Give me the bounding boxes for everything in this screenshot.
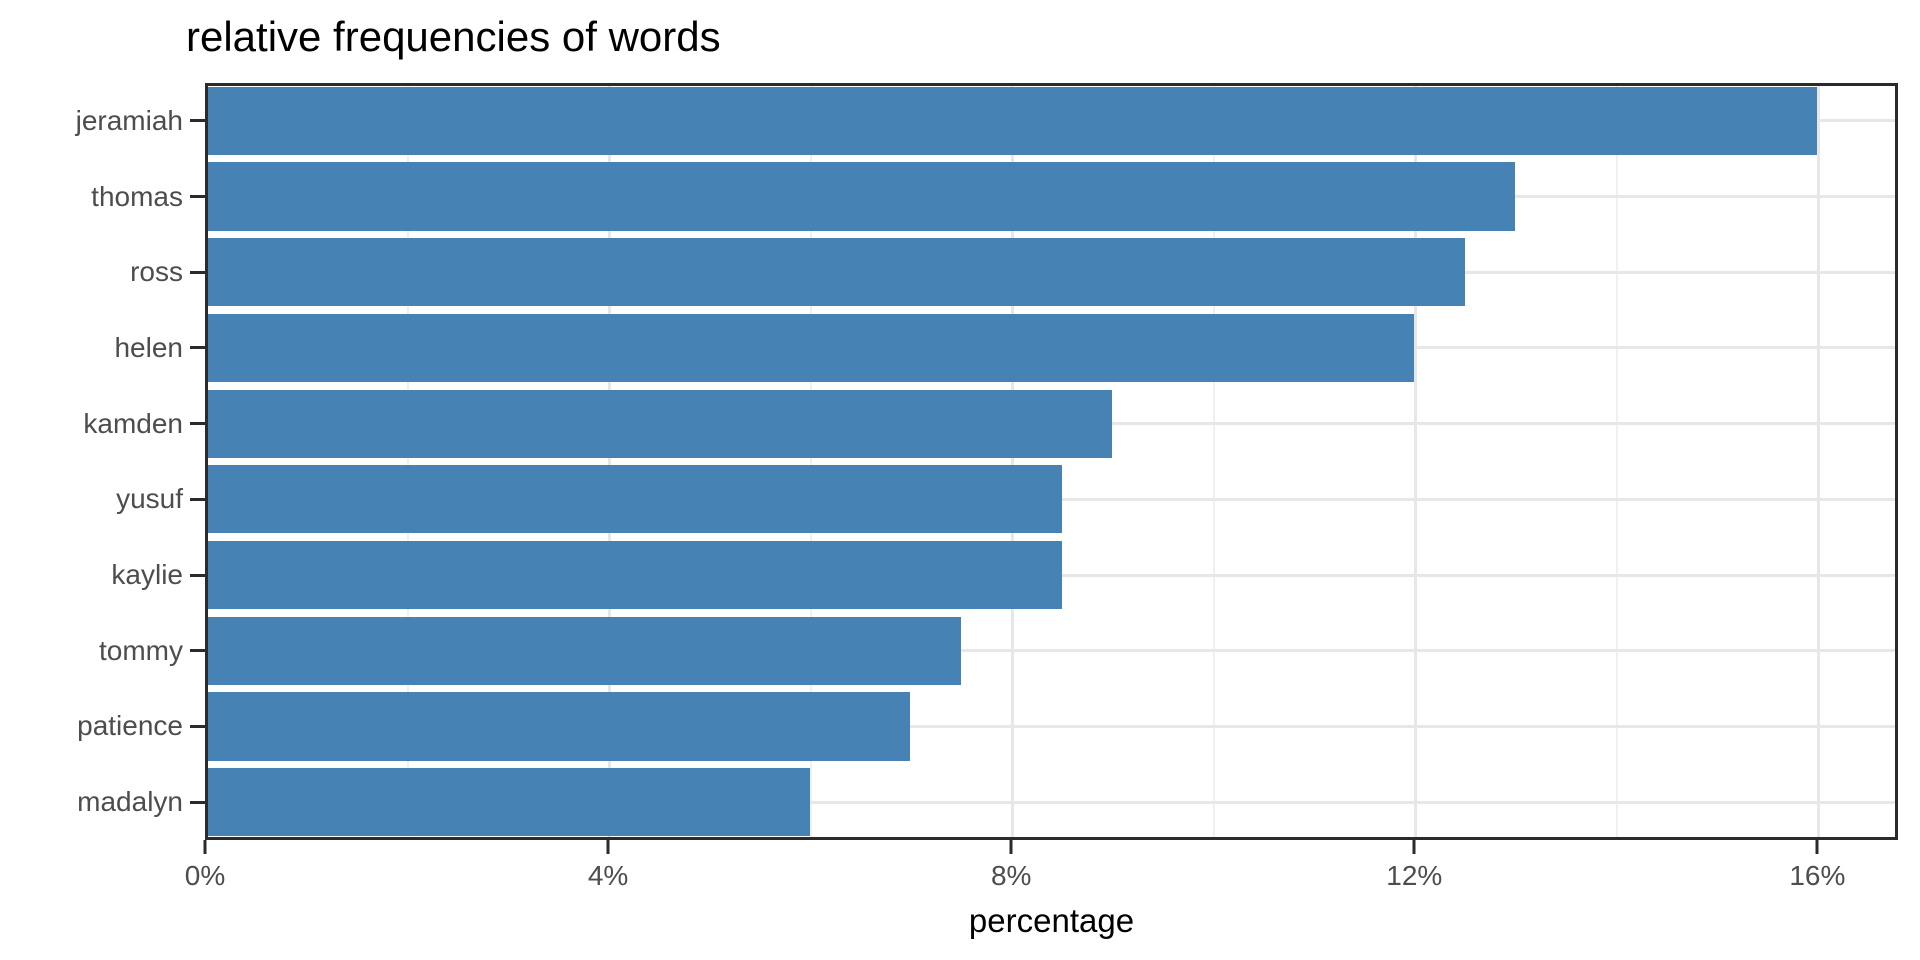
- bar-row: [205, 689, 1898, 765]
- y-tick-mark: [190, 724, 205, 728]
- y-axis-label: kaylie: [111, 559, 183, 591]
- bar: [205, 238, 1465, 307]
- plot-panel: jeramiah thomas ross helen kamden yusuf kaylie…: [76, 83, 1898, 939]
- y-tick-mark: [190, 422, 205, 426]
- bar-row: [205, 159, 1898, 235]
- gridline-horizontal: [205, 649, 1898, 653]
- bar: [205, 692, 911, 761]
- gridline-vertical-minor: [406, 83, 409, 840]
- bar-row: [205, 310, 1898, 386]
- x-axis-tick-label: 12%: [1386, 860, 1443, 891]
- x-axis-tick-label: 16%: [1789, 860, 1846, 891]
- bar: [205, 162, 1516, 231]
- bar: [205, 86, 1818, 155]
- gridline-vertical-major: [1414, 83, 1418, 840]
- bar: [205, 541, 1062, 610]
- gridline-vertical-major: [1817, 83, 1821, 840]
- y-axis-label: patience: [77, 710, 183, 742]
- gridline-vertical-major: [608, 83, 612, 840]
- x-axis-tick-label: 4%: [587, 860, 629, 891]
- y-axis-label: kamden: [83, 407, 183, 439]
- y-axis-label: yusuf: [116, 483, 183, 515]
- x-tick-mark: [203, 840, 207, 854]
- bar: [205, 389, 1112, 458]
- x-axis-tick-label: 8%: [990, 860, 1032, 891]
- y-axis-label: madalyn: [77, 786, 183, 818]
- gridline-vertical-minor: [809, 83, 812, 840]
- x-tick-mark: [1815, 840, 1819, 854]
- y-tick-mark: [190, 346, 205, 350]
- y-axis-label: tommy: [99, 634, 183, 666]
- gridline-horizontal: [205, 724, 1898, 728]
- bar: [205, 313, 1415, 383]
- bar-row: [205, 613, 1898, 689]
- y-tick-mark: [190, 497, 205, 501]
- bar: [205, 768, 810, 837]
- y-tick-mark: [190, 195, 205, 199]
- bar-row: [205, 537, 1898, 613]
- y-axis-label: thomas: [91, 180, 183, 212]
- gridline-vertical-minor: [1212, 83, 1215, 840]
- bar-row: [205, 234, 1898, 310]
- chart-title: relative frequencies of words: [186, 13, 721, 60]
- x-axis-title: percentage: [968, 902, 1135, 939]
- bar: [205, 465, 1062, 534]
- x-tick-mark: [606, 840, 610, 854]
- x-tick-mark: [1412, 840, 1416, 854]
- y-tick-mark: [190, 270, 205, 274]
- bar: [205, 616, 961, 685]
- bar-row: [205, 462, 1898, 538]
- y-tick-mark: [190, 800, 205, 804]
- y-axis-label: jeramiah: [75, 104, 183, 136]
- gridline-vertical-major: [1011, 83, 1015, 840]
- y-tick-mark: [190, 119, 205, 123]
- bar-row: [205, 386, 1898, 462]
- gridline-horizontal: [205, 800, 1898, 804]
- bar-row: [205, 764, 1898, 840]
- y-tick-mark: [190, 649, 205, 653]
- x-tick-mark: [1009, 840, 1013, 854]
- bars-layer: [205, 83, 1898, 840]
- x-axis-tick-label: 0%: [184, 860, 226, 891]
- bar-row: [205, 83, 1898, 159]
- y-axis-label: helen: [114, 331, 183, 363]
- y-tick-mark: [190, 573, 205, 577]
- y-axis-label: ross: [130, 256, 183, 288]
- gridline-vertical-minor: [1615, 83, 1618, 840]
